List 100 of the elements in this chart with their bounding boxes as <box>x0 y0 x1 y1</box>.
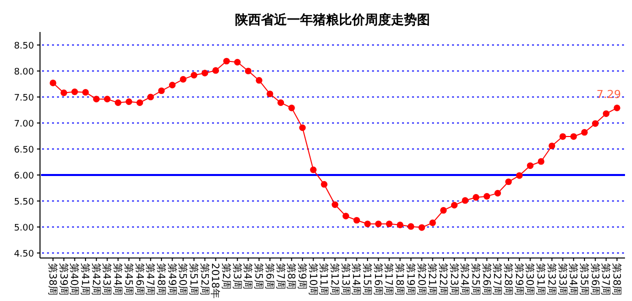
point <box>234 58 241 66</box>
x-tick-label: 第28周 <box>502 263 514 296</box>
point <box>136 99 144 106</box>
y-tick-label: 5.00 <box>14 224 34 234</box>
point <box>462 197 468 204</box>
y-tick-label: 8.00 <box>14 68 34 78</box>
point <box>299 124 306 131</box>
point <box>353 216 360 224</box>
x-tick-label: 第44周 <box>112 263 124 296</box>
point <box>516 172 523 179</box>
x-tick-label: 2018年 <box>209 263 222 298</box>
point <box>614 104 620 112</box>
point <box>320 181 328 188</box>
point <box>408 223 414 230</box>
point <box>104 96 111 102</box>
x-tick-label: 第2周 <box>220 263 232 290</box>
x-tick-label: 第36周 <box>588 263 601 296</box>
point <box>266 90 274 98</box>
x-tick-label: 第23周 <box>448 263 460 296</box>
x-tick-label: 第3周 <box>230 263 243 290</box>
point <box>494 190 501 196</box>
chart-title: 陕西省近一年猪粮比价周度走势图 <box>235 12 430 28</box>
x-tick-label: 第27周 <box>491 263 504 296</box>
x-tick-label: 第6周 <box>263 263 276 290</box>
x-tick-label: 第33周 <box>556 263 568 296</box>
point <box>277 99 284 106</box>
y-tick-label: 4.50 <box>14 250 34 260</box>
point <box>451 202 458 208</box>
x-tick-label: 第29周 <box>512 263 525 296</box>
x-tick-label: 第14周 <box>350 263 362 296</box>
point <box>256 77 262 84</box>
x-tick-label: 第9周 <box>296 263 308 290</box>
point <box>548 142 556 150</box>
x-tick-label: 第45周 <box>122 263 134 296</box>
point <box>342 212 350 220</box>
x-tick-label: 第19周 <box>404 263 416 296</box>
point <box>505 178 512 186</box>
x-tick-label: 第16周 <box>372 263 384 296</box>
x-tick-label: 第12周 <box>328 263 340 296</box>
point <box>581 129 588 136</box>
y-tick-label: 7.50 <box>14 94 34 104</box>
point <box>602 110 610 117</box>
x-tick-label: 第30周 <box>524 263 536 296</box>
point <box>190 72 198 78</box>
y-tick-label: 5.50 <box>14 198 34 208</box>
x-tick-label: 第11周 <box>318 263 330 296</box>
x-tick-label: 第22周 <box>436 263 449 296</box>
x-tick-label: 第25周 <box>470 263 482 296</box>
point <box>169 82 176 88</box>
x-tick-label: 第42周 <box>90 263 102 296</box>
x-tick-label: 第21周 <box>426 263 438 296</box>
x-tick-label: 第7周 <box>274 263 286 290</box>
point <box>570 133 577 140</box>
x-tick-label: 第39周 <box>57 263 70 296</box>
point <box>418 224 426 231</box>
point <box>364 220 371 228</box>
point <box>114 99 122 106</box>
point <box>559 133 566 140</box>
data-label: 7.29 <box>596 88 621 101</box>
point <box>375 220 382 228</box>
point <box>440 207 447 214</box>
point <box>472 194 480 201</box>
x-tick-label: 第20周 <box>415 263 428 296</box>
point <box>538 158 544 165</box>
point <box>82 89 89 96</box>
y-tick-label: 8.50 <box>14 42 34 52</box>
point <box>158 87 165 94</box>
x-tick-label: 第18周 <box>394 263 406 296</box>
y-tick-label: 6.50 <box>14 146 34 156</box>
x-tick-label: 第5周 <box>252 263 265 290</box>
x-tick-label: 第32周 <box>545 263 558 296</box>
point <box>429 220 436 226</box>
x-tick-label: 第17周 <box>382 263 395 296</box>
point <box>212 67 219 74</box>
point <box>244 68 252 74</box>
point <box>288 104 295 112</box>
point <box>50 80 56 86</box>
point <box>223 58 230 64</box>
x-tick-label: 第15周 <box>361 263 374 296</box>
point <box>180 76 186 83</box>
point <box>60 90 68 96</box>
point <box>202 70 208 76</box>
point <box>126 98 132 105</box>
x-tick-label: 第41周 <box>79 263 92 296</box>
x-tick-label: 第8周 <box>285 263 298 290</box>
point <box>332 201 338 208</box>
x-tick-label: 第35周 <box>578 263 590 296</box>
x-tick-label: 第40周 <box>68 263 80 296</box>
point <box>147 94 154 100</box>
point <box>592 120 599 127</box>
x-tick-label: 第51周 <box>188 263 200 296</box>
x-tick-label: 第24周 <box>458 263 471 296</box>
point <box>71 88 78 96</box>
point <box>386 220 393 228</box>
point <box>310 166 317 174</box>
x-tick-label: 第13周 <box>339 263 352 296</box>
point <box>484 193 490 200</box>
x-tick-label: 第38周 <box>610 263 622 296</box>
x-tick-label: 第10周 <box>306 263 319 296</box>
x-tick-label: 第48周 <box>154 263 167 296</box>
